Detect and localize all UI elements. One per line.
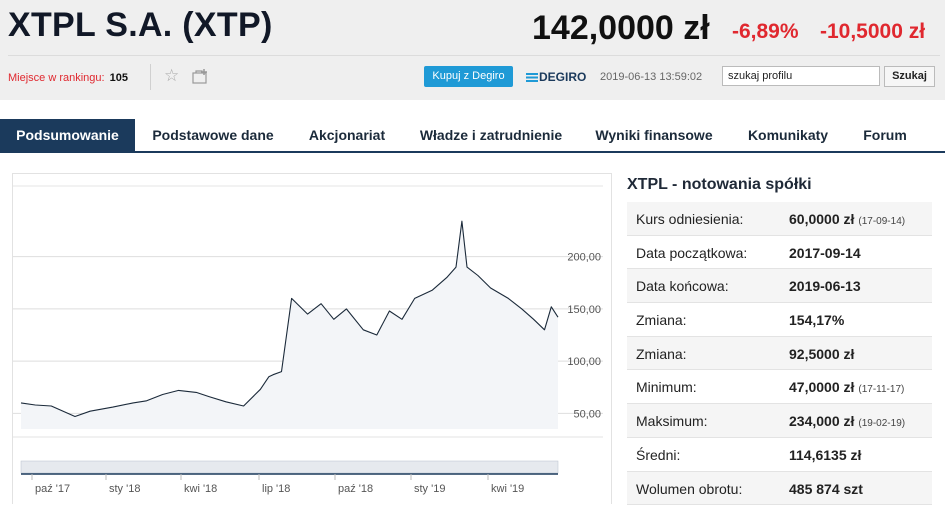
row-value-text: 154,17% — [789, 312, 844, 328]
row-label: Maksimum: — [636, 413, 708, 429]
table-row: Wolumen obrotu: 485 874 szt — [627, 472, 932, 505]
row-value-text: 485 874 szt — [789, 481, 863, 497]
company-title: XTPL S.A. (XTP) — [8, 6, 273, 45]
table-row: Zmiana: 92,5000 zł — [627, 337, 932, 371]
row-value-text: 47,0000 zł — [789, 379, 854, 395]
row-value-text: 60,0000 zł — [789, 211, 854, 227]
row-value: 485 874 szt — [789, 481, 863, 497]
table-row: Kurs odniesienia: 60,0000 zł (17-09-14) — [627, 202, 932, 236]
y-tick-label: 200,00 — [567, 252, 601, 264]
tab-podsumowanie[interactable]: Podsumowanie — [0, 119, 135, 151]
table-row: Data początkowa: 2017-09-14 — [627, 236, 932, 270]
tab-wladze-zatrudnienie[interactable]: Władze i zatrudnienie — [408, 119, 574, 151]
y-tick-label: 150,00 — [567, 304, 601, 316]
row-label: Zmiana: — [636, 312, 687, 328]
table-row: Maksimum: 234,000 zł (19-02-19) — [627, 404, 932, 438]
price-chart[interactable]: 200,00 150,00 100,00 50,00 paź '17 sty '18 kwi… — [12, 173, 612, 504]
table-row: Data końcowa: 2019-06-13 — [627, 269, 932, 303]
star-icon[interactable]: ☆ — [164, 66, 179, 86]
row-note: (17-11-17) — [858, 384, 904, 395]
row-value: 114,6135 zł — [789, 447, 861, 463]
row-value: 154,17% — [789, 312, 844, 328]
row-value: 47,0000 zł (17-11-17) — [789, 379, 904, 395]
x-tick-label: paź '18 — [338, 483, 373, 495]
row-value-text: 92,5000 zł — [789, 346, 854, 362]
row-value: 2017-09-14 — [789, 245, 861, 261]
main-navigation: Podsumowanie Podstawowe dane Akcjonariat… — [0, 119, 945, 153]
row-value: 60,0000 zł (17-09-14) — [789, 211, 905, 227]
row-value: 234,000 zł (19-02-19) — [789, 413, 905, 429]
x-tick-label: lip '18 — [262, 483, 290, 495]
row-note: (17-09-14) — [858, 216, 905, 227]
ranking-value: 105 — [110, 72, 128, 84]
row-value-text: 2017-09-14 — [789, 245, 861, 261]
row-label: Średni: — [636, 447, 680, 463]
row-value: 92,5000 zł — [789, 346, 854, 362]
table-row: Minimum: 47,0000 zł (17-11-17) — [627, 370, 932, 404]
row-label: Minimum: — [636, 379, 697, 395]
row-label: Data końcowa: — [636, 278, 729, 294]
degiro-logo-text: DEGIRO — [539, 70, 586, 84]
tab-podstawowe-dane[interactable]: Podstawowe dane — [140, 119, 286, 151]
row-value-text: 234,000 zł — [789, 413, 854, 429]
ranking-label: Miejsce w rankingu: — [8, 72, 105, 84]
quote-datetime: 2019-06-13 13:59:02 — [600, 71, 702, 83]
degiro-logo-icon — [526, 73, 538, 82]
y-tick-label: 100,00 — [567, 356, 601, 368]
price-chart-svg: 200,00 150,00 100,00 50,00 paź '17 sty '18 kwi… — [13, 174, 613, 505]
row-value: 2019-06-13 — [789, 278, 861, 294]
buy-degiro-button[interactable]: Kupuj z Degiro — [424, 66, 513, 87]
degiro-logo[interactable]: DEGIRO — [526, 70, 586, 84]
portfolio-icon[interactable] — [192, 68, 209, 84]
search-button[interactable]: Szukaj — [884, 66, 935, 87]
x-tick-label: paź '17 — [35, 483, 70, 495]
x-tick-label: sty '18 — [109, 483, 140, 495]
row-label: Data początkowa: — [636, 245, 747, 261]
row-label: Kurs odniesienia: — [636, 211, 743, 227]
price-area — [21, 221, 558, 429]
row-label: Wolumen obrotu: — [636, 481, 742, 497]
row-note: (19-02-19) — [858, 418, 905, 429]
change-percent: -6,89% — [732, 20, 799, 44]
search-input[interactable] — [722, 66, 880, 86]
x-tick-label: kwi '18 — [184, 483, 217, 495]
ranking-info: Miejsce w rankingu: 105 — [8, 72, 128, 84]
header-divider — [8, 55, 940, 56]
tab-wyniki-finansowe[interactable]: Wyniki finansowe — [584, 119, 724, 151]
vertical-divider — [150, 64, 151, 90]
table-row: Średni: 114,6135 zł — [627, 438, 932, 472]
row-value-text: 114,6135 zł — [789, 447, 861, 463]
y-tick-label: 50,00 — [573, 408, 601, 420]
tab-forum[interactable]: Forum — [852, 119, 918, 151]
x-tick-label: kwi '19 — [491, 483, 524, 495]
tab-komunikaty[interactable]: Komunikaty — [734, 119, 842, 151]
panel-title: XTPL - notowania spółki — [627, 176, 812, 194]
row-value-text: 2019-06-13 — [789, 278, 861, 294]
tab-akcjonariat[interactable]: Akcjonariat — [296, 119, 398, 151]
change-absolute: -10,5000 zł — [820, 20, 925, 44]
x-tick-label: sty '19 — [414, 483, 445, 495]
table-row: Zmiana: 154,17% — [627, 303, 932, 337]
current-price: 142,0000 zł — [532, 9, 710, 48]
row-label: Zmiana: — [636, 346, 687, 362]
quote-summary-table: Kurs odniesienia: 60,0000 zł (17-09-14) Dat… — [627, 202, 932, 505]
navigator-range — [21, 461, 558, 473]
